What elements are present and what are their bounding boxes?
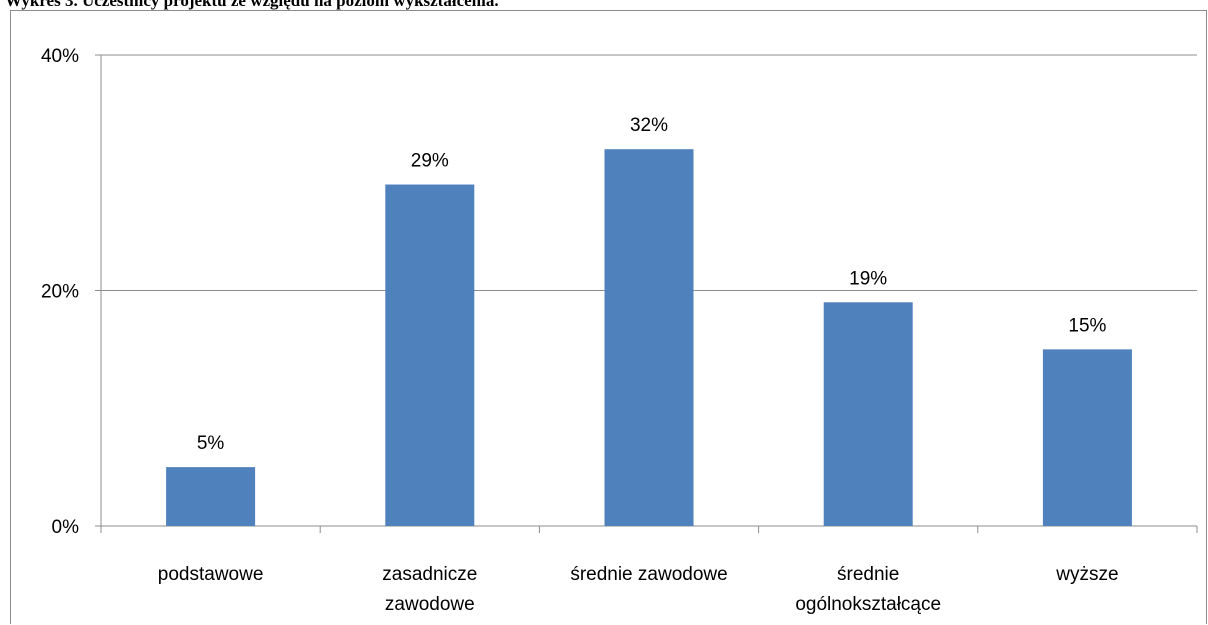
- category-label: ogólnokształcące: [795, 594, 941, 615]
- data-label: 19%: [849, 268, 887, 289]
- bar: [604, 149, 694, 526]
- data-label: 32%: [630, 115, 668, 136]
- chart-frame: [10, 10, 1207, 624]
- data-label: 29%: [411, 151, 449, 172]
- y-tick-label: 20%: [41, 282, 79, 303]
- category-label: średnie zawodowe: [570, 564, 727, 585]
- category-label: zawodowe: [385, 594, 475, 615]
- bar: [385, 184, 475, 526]
- category-label: podstawowe: [158, 564, 264, 585]
- y-tick-label: 40%: [41, 46, 79, 67]
- bar: [1042, 349, 1132, 526]
- data-label: 5%: [197, 433, 225, 454]
- category-label: zasadnicze: [382, 564, 477, 585]
- data-label: 15%: [1068, 315, 1106, 336]
- bar: [823, 302, 913, 526]
- chart-title: Wykres 3. Uczestnicy projektu ze względu…: [5, 0, 499, 10]
- bar: [166, 467, 256, 526]
- y-tick-label: 0%: [52, 517, 80, 538]
- category-label: średnie: [837, 564, 899, 585]
- category-label: wyższe: [1055, 564, 1118, 585]
